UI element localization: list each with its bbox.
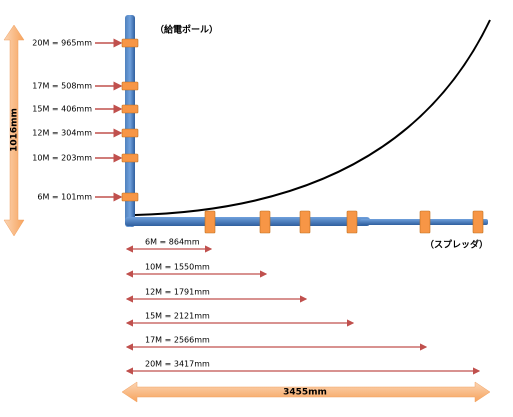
orange-block [419,210,431,234]
orange-block [121,153,139,163]
pole-label: （給電ポール） [155,24,218,36]
spreader [125,217,370,226]
horizontal-label: 20M = 3417mm [145,360,210,369]
horizontal-label: 6M = 864mm [145,238,200,247]
orange-block [204,210,216,234]
vertical-label: 6M = 101mm [37,193,92,202]
orange-block [299,210,311,234]
horizontal-label: 10M = 1550mm [145,263,210,272]
width-arrow [121,381,491,403]
spreader-label: （スプレッダ） [425,239,488,251]
height-label: 1016mm [10,108,20,152]
width-label: 3455mm [283,388,327,398]
vertical-label: 17M = 508mm [32,82,92,91]
orange-block [259,210,271,234]
orange-block [121,38,139,48]
orange-block [472,210,484,234]
horizontal-label: 12M = 1791mm [145,288,210,297]
positions: 20M = 965mm 17M = 508mm 15M = 406mm 12M = 3… [32,38,484,375]
vertical-label: 20M = 965mm [32,39,92,48]
horizontal-label: 15M = 2121mm [145,312,210,321]
pole [125,15,135,227]
orange-block [121,192,139,202]
orange-block [121,104,139,114]
height-arrow [3,24,25,237]
vertical-label: 15M = 406mm [32,105,92,114]
horizontal-label: 17M = 2566mm [145,336,210,345]
orange-block [346,210,358,234]
vertical-label: 12M = 304mm [32,129,92,138]
orange-block [121,128,139,138]
curve [134,19,491,216]
vertical-label: 10M = 203mm [32,154,92,163]
orange-block [121,81,139,91]
